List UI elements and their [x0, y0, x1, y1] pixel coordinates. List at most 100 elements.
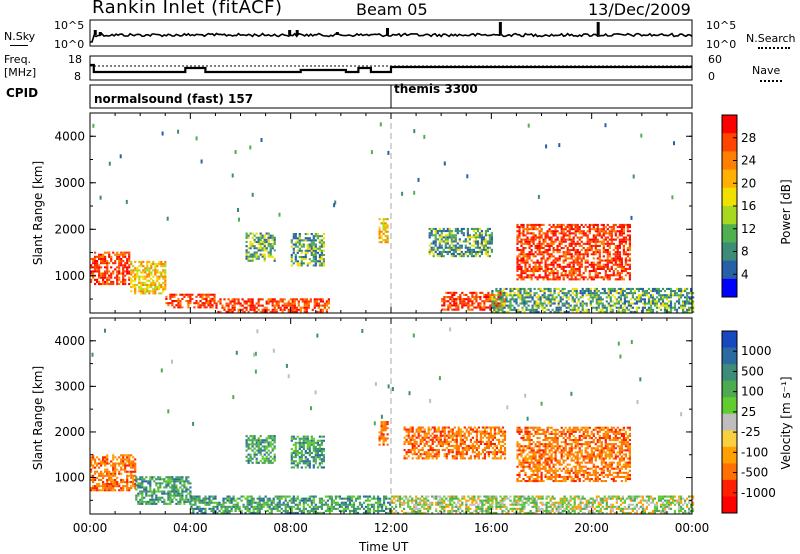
- power-cell: [278, 212, 281, 217]
- velocity-cell: [157, 490, 160, 493]
- velocity-cell: [380, 431, 383, 434]
- power-cell: [596, 257, 599, 260]
- power-cell: [547, 296, 550, 299]
- velocity-cell: [265, 459, 268, 462]
- power-cell: [259, 253, 262, 256]
- power-cell: [579, 296, 582, 299]
- power-cell: [671, 306, 675, 309]
- power-cell: [528, 232, 531, 235]
- power-cell: [485, 296, 488, 299]
- velocity-cell: [214, 509, 217, 512]
- power-cell: [136, 275, 139, 278]
- power-cell: [602, 263, 605, 266]
- power-cell: [432, 246, 435, 249]
- power-cell: [428, 227, 431, 230]
- power-cell: [588, 230, 591, 233]
- power-cell: [320, 249, 323, 252]
- power-cell: [92, 276, 95, 279]
- power-cell: [318, 260, 321, 263]
- velocity-cell: [255, 457, 258, 460]
- power-cell: [275, 308, 278, 311]
- power-cell: [231, 173, 234, 178]
- power-cell: [177, 304, 180, 307]
- velocity-cell: [120, 460, 123, 463]
- velocity-cell: [267, 453, 270, 456]
- velocity-cell: [253, 435, 256, 438]
- velocity-cell: [112, 489, 115, 492]
- power-cell: [310, 247, 313, 250]
- power-cell: [478, 246, 481, 249]
- power-cell: [572, 238, 575, 241]
- power-cell: [678, 287, 681, 290]
- power-cell: [475, 306, 478, 309]
- velocity-cell: [411, 453, 414, 456]
- velocity-cell: [302, 460, 305, 463]
- power-cell: [219, 298, 222, 301]
- power-cell: [507, 306, 510, 309]
- power-cell: [167, 304, 170, 307]
- power-cell: [448, 234, 451, 237]
- power-cell: [140, 286, 143, 289]
- power-cell: [516, 267, 519, 270]
- power-cell: [201, 297, 204, 300]
- velocity-cell: [421, 447, 424, 450]
- velocity-cell: [226, 509, 229, 512]
- power-cell: [686, 287, 689, 290]
- power-cell: [536, 244, 539, 247]
- power-cell: [561, 304, 564, 307]
- power-cell: [434, 238, 437, 241]
- power-cell: [544, 267, 547, 270]
- velocity-cell: [248, 499, 251, 502]
- power-cell: [598, 265, 601, 268]
- power-cell: [564, 251, 567, 254]
- power-cell: [189, 300, 192, 303]
- velocity-cell: [380, 433, 383, 436]
- power-cell: [520, 278, 523, 281]
- power-cell: [140, 288, 143, 291]
- velocity-cell: [334, 503, 337, 506]
- power-cell: [647, 308, 651, 311]
- power-cell: [558, 251, 561, 254]
- power-cell: [530, 223, 533, 226]
- power-colorbar-swatch: [722, 224, 737, 243]
- velocity-cell: [98, 472, 101, 475]
- velocity-cell: [379, 497, 382, 500]
- power-cell: [448, 227, 451, 230]
- velocity-cell: [128, 481, 131, 484]
- power-cell: [580, 276, 583, 279]
- velocity-cell: [192, 503, 195, 506]
- velocity-cell: [96, 485, 99, 488]
- velocity-cell: [98, 485, 101, 488]
- velocity-cell: [306, 499, 309, 502]
- velocity-cell: [124, 470, 127, 473]
- power-cell: [195, 300, 198, 303]
- power-cell: [438, 230, 441, 233]
- power-cell: [271, 255, 274, 258]
- power-cell: [624, 257, 627, 260]
- power-cell: [466, 230, 469, 233]
- power-cell: [438, 227, 441, 230]
- power-cell: [616, 251, 619, 254]
- velocity-cell: [300, 466, 303, 469]
- power-cell: [302, 243, 305, 246]
- power-cell: [169, 295, 172, 298]
- power-cell: [507, 300, 510, 303]
- power-cell: [467, 302, 470, 305]
- power-cell: [622, 228, 625, 231]
- power-cell: [453, 298, 456, 301]
- velocity-cell: [147, 480, 150, 483]
- power-cell: [263, 306, 266, 309]
- power-cell: [466, 236, 469, 239]
- power-cell: [106, 262, 109, 265]
- velocity-cell: [386, 437, 389, 440]
- velocity-cell: [92, 466, 95, 469]
- power-cell: [444, 240, 447, 243]
- velocity-cell: [171, 480, 174, 483]
- power-cell: [98, 253, 101, 256]
- velocity-cell: [267, 449, 270, 452]
- power-cell: [312, 241, 315, 244]
- power-cell: [556, 226, 559, 229]
- power-cell: [491, 292, 494, 295]
- power-cell: [588, 272, 591, 275]
- velocity-cell: [169, 498, 172, 501]
